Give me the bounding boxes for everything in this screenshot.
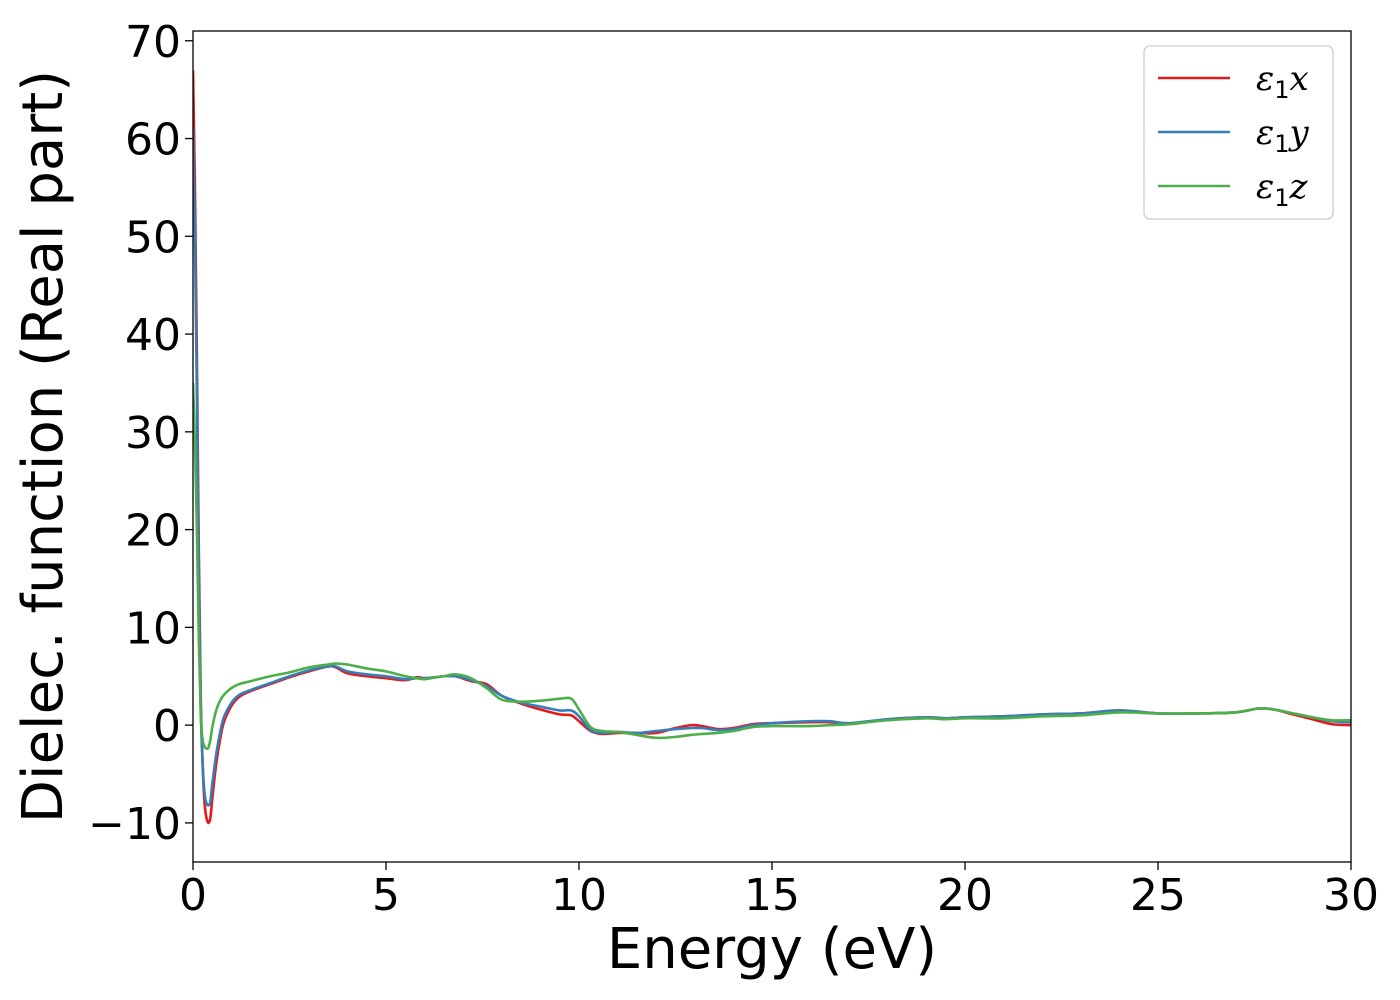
y-tick-label: 50 — [125, 212, 181, 263]
y-tick-label: 70 — [125, 17, 181, 68]
legend-label: ε1x — [1256, 59, 1309, 104]
x-tick-label: 10 — [551, 870, 607, 921]
y-tick-label: 40 — [125, 310, 181, 361]
x-axis: 0 5 10 15 20 25 30 — [179, 862, 1379, 921]
legend-box — [1143, 45, 1334, 220]
y-tick-label: 10 — [125, 603, 181, 654]
series-line-z — [193, 382, 1351, 751]
legend-item-x: ε1x — [1158, 59, 1309, 104]
x-tick-label: 5 — [372, 870, 400, 921]
y-tick-label: 60 — [125, 115, 181, 166]
legend-label: ε1y — [1256, 113, 1310, 158]
x-tick-label: 20 — [937, 870, 993, 921]
plot-border — [192, 30, 1352, 863]
series-layer — [193, 70, 1351, 825]
y-tick-label: 30 — [125, 408, 181, 459]
y-tick-label: −10 — [88, 799, 181, 850]
plot-frame — [192, 30, 1352, 863]
y-tick-label: 0 — [153, 701, 181, 752]
y-axis-label: Dielec. function (Real part) — [11, 70, 76, 823]
legend-item-z: ε1z — [1158, 167, 1309, 212]
legend-label: ε1z — [1256, 167, 1309, 212]
x-tick-label: 30 — [1323, 870, 1379, 921]
y-axis: −10 0 10 20 30 40 50 60 70 — [88, 17, 193, 850]
legend: ε1x ε1y ε1z — [1143, 45, 1334, 220]
x-tick-label: 15 — [744, 870, 800, 921]
x-tick-label: 0 — [179, 870, 207, 921]
x-axis-label: Energy (eV) — [607, 917, 937, 982]
legend-item-y: ε1y — [1158, 113, 1310, 158]
y-tick-label: 20 — [125, 506, 181, 557]
x-tick-label: 25 — [1130, 870, 1186, 921]
